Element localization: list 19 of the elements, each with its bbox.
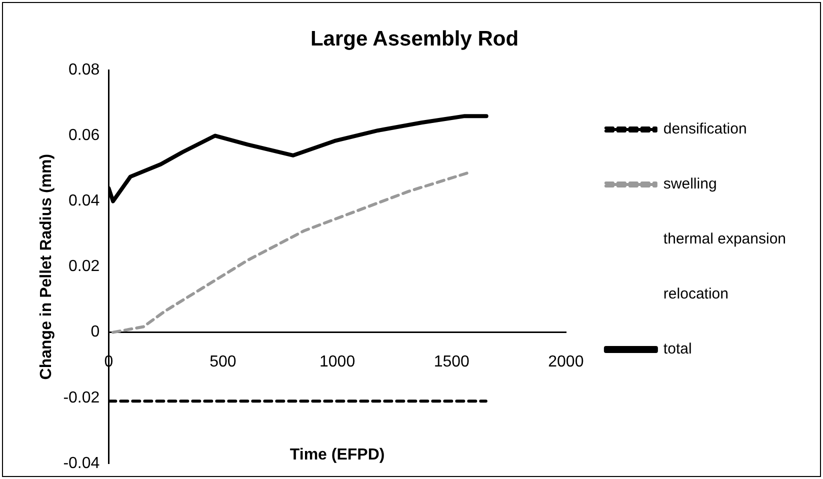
legend-label: total	[663, 340, 692, 358]
y-tick-label: 0.06	[68, 127, 100, 144]
legend-label: densification	[663, 120, 747, 138]
x-axis-title: Time (EFPD)	[290, 446, 385, 464]
y-tick-label: 0.04	[68, 192, 100, 210]
y-tick-label: 0.02	[68, 258, 100, 276]
y-tick-label: -0.02	[63, 389, 100, 406]
x-tick-label: 1000	[320, 353, 356, 370]
legend-label: swelling	[663, 176, 717, 193]
y-tick-label: -0.04	[63, 454, 100, 472]
x-tick-label: 1500	[434, 353, 470, 370]
text: relocation	[663, 286, 728, 303]
x-tick-label: 2000	[548, 353, 584, 370]
y-tick-label: 0.08	[68, 62, 100, 79]
text: thermal expansion	[663, 230, 786, 248]
y-tick-label: 0	[90, 324, 100, 341]
chart-title: Large Assembly Rod	[310, 27, 519, 50]
x-tick-label: 500	[210, 353, 236, 370]
y-axis-title: Change in Pellet Radius (mm)	[38, 154, 56, 380]
